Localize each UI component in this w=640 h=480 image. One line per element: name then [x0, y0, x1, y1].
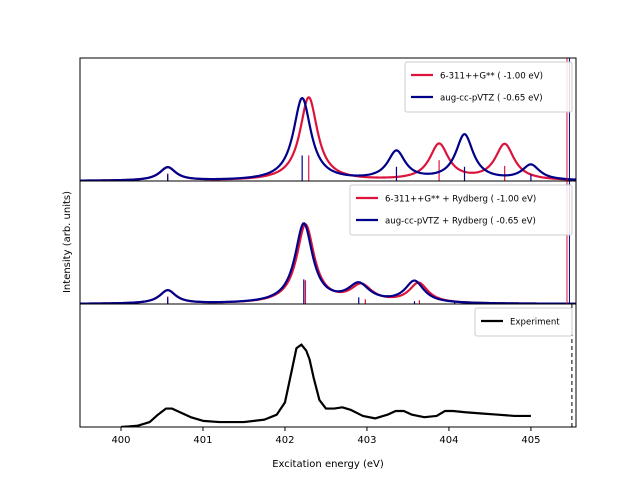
legend-label-1-1: 6-311++G** ( -1.00 eV) — [440, 72, 543, 82]
x-tick-label-2: 401 — [193, 435, 212, 446]
x-tick-label-4: 403 — [357, 435, 376, 446]
legend-label-1-2: aug-cc-pVTZ ( -0.65 eV) — [440, 94, 543, 104]
legend-label-2-1: 6-311++G** + Rydberg ( -1.00 eV) — [385, 195, 536, 205]
series-line-2-1 — [80, 223, 576, 304]
legend-label-3-1: Experiment — [510, 318, 560, 328]
legend-box-3 — [474, 307, 573, 337]
legend-box-2 — [349, 184, 573, 236]
series-line-2-2 — [80, 222, 576, 304]
series-line-1-2 — [80, 96, 576, 181]
panel-3 — [120, 304, 573, 427]
legend-label-2-2: aug-cc-pVTZ + Rydberg ( -0.65 eV) — [385, 217, 536, 227]
legend-1: 6-311++G** ( -1.00 eV) aug-cc-pVTZ ( -0.6… — [404, 61, 573, 113]
x-tick-label-1: 400 — [111, 435, 130, 446]
legend-3: Experiment — [474, 307, 573, 337]
legend-2: 6-311++G** + Rydberg ( -1.00 eV) aug-cc-p… — [349, 184, 573, 236]
x-tick-label-5: 404 — [439, 435, 458, 446]
x-tick-label-3: 402 — [275, 435, 294, 446]
x-axis-label: Excitation energy (eV) — [272, 459, 384, 470]
legend-box-1 — [404, 61, 573, 113]
series-line-3-1 — [120, 343, 531, 427]
x-tick-label-6: 405 — [521, 435, 540, 446]
panel-frame-3 — [79, 303, 577, 428]
y-axis-label: Intensity (arb. units) — [62, 191, 73, 293]
